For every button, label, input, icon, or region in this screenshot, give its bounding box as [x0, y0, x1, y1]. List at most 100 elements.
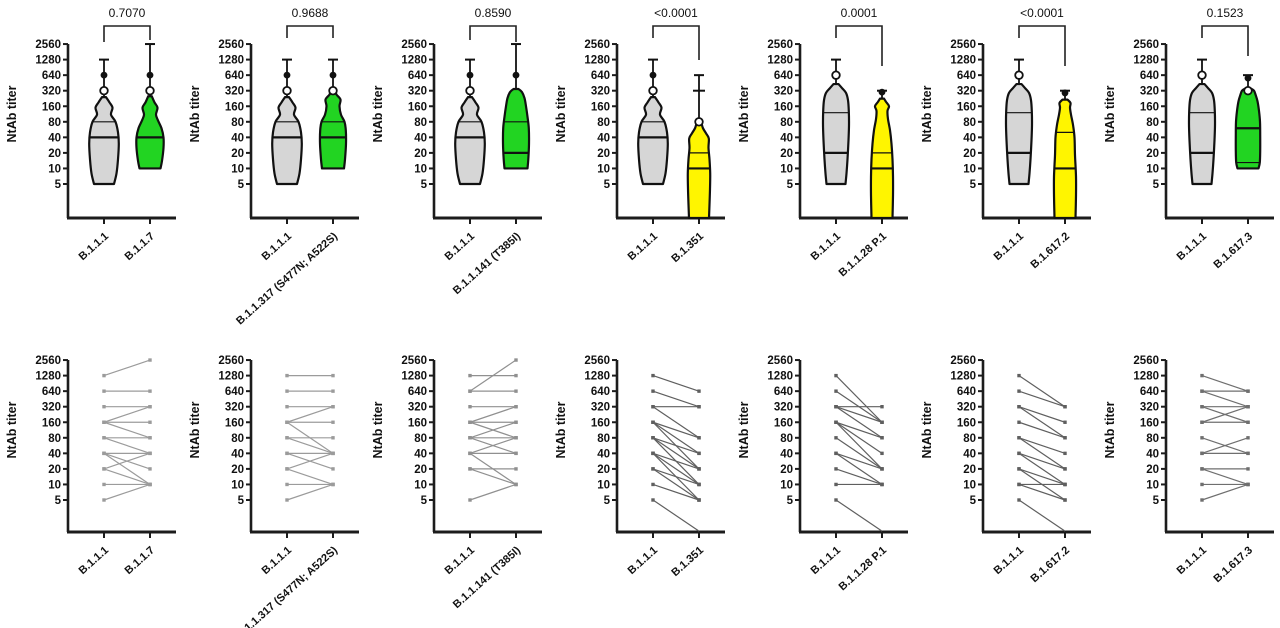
paired-line-plot-B.1.1.7: 2560 1280 640 320 160 80 40 20 10 5 NtAb titer B.1.… — [5, 355, 176, 577]
y-tick-label: 1280 — [35, 371, 61, 383]
violin-plot-B.1.1.7: 2560 1280 640 320 160 80 40 20 10 5 NtAb titer B.1.… — [5, 6, 176, 263]
pair-line — [835, 468, 883, 486]
y-tick-label: 5 — [55, 179, 62, 191]
y-tick-label: 80 — [963, 433, 976, 445]
x-category-label: B.1.351 — [669, 230, 706, 265]
y-tick-label: 80 — [597, 117, 610, 129]
x-category-label: B.1.1.1 — [626, 544, 660, 577]
significance-bracket — [835, 25, 883, 66]
pair-point — [1063, 482, 1067, 487]
pair-point — [285, 467, 289, 471]
y-axis-title: NtAb titer — [1103, 85, 1117, 142]
pair-line — [286, 406, 334, 423]
pair-line — [103, 421, 151, 439]
y-tick-label: 40 — [780, 132, 793, 144]
y-axis-title: NtAb titer — [5, 401, 19, 458]
pair-point — [1063, 420, 1067, 424]
y-tick-label: 80 — [780, 433, 793, 445]
pair-line — [1018, 437, 1066, 470]
outlier-open-circle — [282, 85, 292, 96]
significance-bracket — [1201, 25, 1249, 56]
outlier-dot — [146, 71, 154, 79]
x-category-label: B.1.1.1 — [443, 544, 477, 577]
pair-point — [1246, 451, 1250, 456]
y-tick-label: 2560 — [950, 39, 976, 51]
y-tick-label: 5 — [787, 179, 794, 191]
y-tick-label: 160 — [408, 101, 427, 113]
comparison-column-3: 2560 1280 640 320 160 80 40 20 10 5 NtAb titer B.1.… — [366, 0, 549, 628]
comparison-column-4: 2560 1280 640 320 160 80 40 20 10 5 NtAb titer B.1.… — [549, 0, 732, 628]
y-tick-label: 160 — [591, 101, 610, 113]
y-tick-label: 10 — [780, 163, 793, 175]
pair-point — [1200, 405, 1204, 409]
pair-line — [1018, 437, 1066, 454]
y-tick-label: 160 — [42, 417, 61, 429]
y-tick-label: 160 — [957, 101, 976, 113]
outlier-open-circle — [465, 85, 475, 96]
paired-line-plot-B.1.351: 2560 1280 640 320 160 80 40 20 10 5 NtAb titer B.1.… — [554, 355, 725, 579]
pair-line — [835, 406, 883, 423]
pair-point — [697, 451, 701, 456]
y-tick-label: 640 — [591, 70, 610, 82]
y-tick-label: 640 — [225, 386, 244, 398]
y-tick-label: 640 — [591, 386, 610, 398]
y-tick-label: 1280 — [218, 55, 244, 67]
y-axis-title: NtAb titer — [188, 401, 202, 458]
paired-line-plot-B.1.1.317 (S477N; A522S): 2560 1280 640 320 160 80 40 20 10 5 NtAb titer B.1.… — [188, 355, 359, 628]
p-value-label: 0.8590 — [475, 6, 512, 20]
y-tick-label: 80 — [414, 433, 427, 445]
pair-point — [651, 373, 655, 378]
pair-point — [651, 389, 655, 393]
y-tick-label: 20 — [780, 464, 793, 476]
pair-point — [331, 420, 335, 424]
comparison-column-7: 2560 1280 640 320 160 80 40 20 10 5 NtAb titer B.1.… — [1098, 0, 1280, 628]
pair-point — [834, 436, 838, 440]
y-tick-label: 80 — [597, 433, 610, 445]
y-tick-label: 10 — [414, 163, 427, 175]
y-tick-label: 160 — [225, 417, 244, 429]
y-tick-label: 20 — [1146, 148, 1159, 160]
x-category-label: B.1.1.1 — [992, 230, 1026, 263]
x-category-label: B.1.1.1 — [992, 544, 1026, 577]
pair-point — [331, 373, 335, 378]
pair-point — [1063, 405, 1067, 409]
pair-point — [148, 405, 152, 409]
y-tick-label: 640 — [957, 70, 976, 82]
y-tick-label: 320 — [42, 86, 61, 98]
pair-point — [1017, 436, 1021, 440]
pair-point — [1017, 389, 1021, 393]
pair-point — [1063, 498, 1067, 502]
pair-line — [286, 483, 334, 501]
pair-line — [1018, 468, 1066, 486]
p-value-label: <0.0001 — [1020, 6, 1064, 20]
pair-point — [285, 451, 289, 456]
pair-point — [468, 373, 472, 378]
y-tick-label: 160 — [225, 101, 244, 113]
violin-body — [1004, 82, 1034, 186]
pair-point — [697, 389, 701, 393]
x-category-label: B.1.1.1 — [809, 544, 843, 577]
x-category-label: B.1.1.7 — [123, 230, 157, 263]
pair-point — [834, 405, 838, 409]
y-tick-label: 80 — [780, 117, 793, 129]
outlier-dot — [100, 71, 108, 79]
y-tick-label: 320 — [957, 86, 976, 98]
pair-line — [652, 499, 700, 532]
y-tick-label: 640 — [1140, 386, 1159, 398]
pair-point — [651, 482, 655, 487]
y-tick-label: 40 — [597, 132, 610, 144]
y-tick-label: 10 — [231, 479, 244, 491]
y-tick-label: 1280 — [950, 371, 976, 383]
pair-point — [880, 467, 884, 471]
pair-point — [148, 436, 152, 440]
outlier-open-circle — [648, 85, 658, 96]
y-tick-label: 10 — [414, 479, 427, 491]
y-axis-title: NtAb titer — [554, 401, 568, 458]
y-tick-label: 640 — [774, 386, 793, 398]
pair-point — [102, 498, 106, 502]
pair-point — [880, 420, 884, 424]
outlier-open-circle — [99, 85, 109, 96]
y-tick-label: 2560 — [35, 355, 61, 367]
outlier-open-circle — [145, 85, 155, 96]
p-value-label: <0.0001 — [654, 6, 698, 20]
